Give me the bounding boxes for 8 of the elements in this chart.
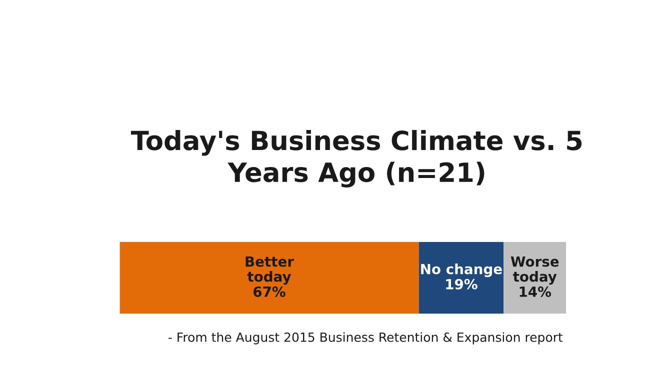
series-label: Better today [246,256,294,285]
data-label: 14% [520,286,552,297]
text: - From the August 2015 Business Retention & Expansion report [168,332,563,344]
data-label: 67% [253,286,286,297]
data-label: 19% [446,278,478,290]
series-label: No change [421,264,502,278]
chart-title: Today's Business Climate vs. 5 Years Ago (n=21) [130,130,582,188]
series-label: Worse today [510,256,559,285]
